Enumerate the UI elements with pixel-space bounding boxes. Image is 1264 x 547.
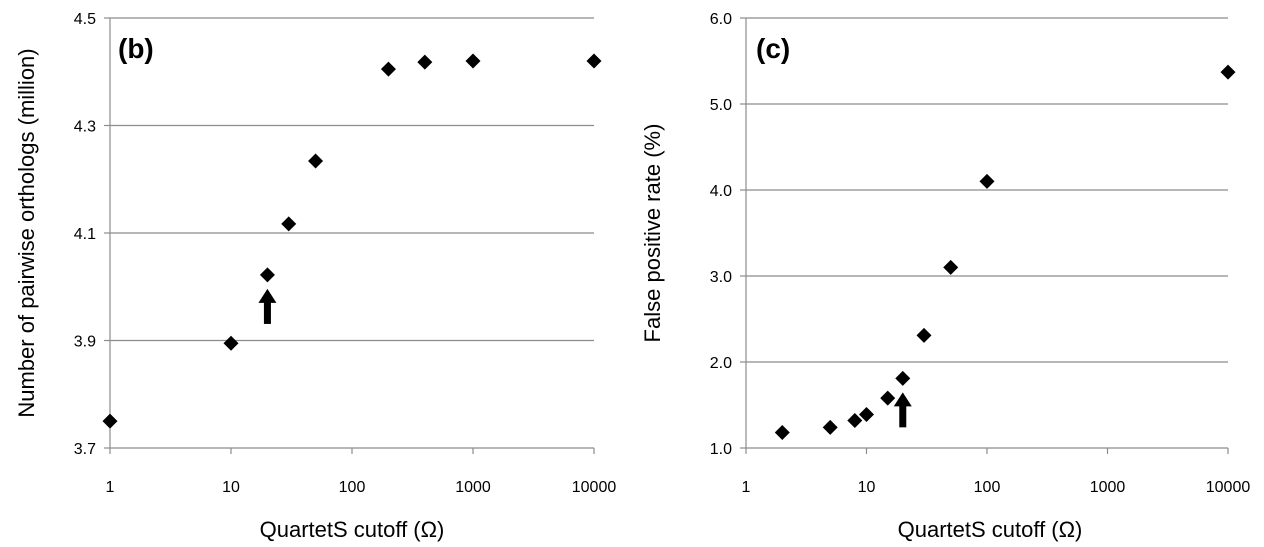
data-point	[847, 412, 863, 428]
x-axis-title: QuartetS cutoff (Ω)	[260, 517, 445, 542]
data-point	[586, 53, 602, 69]
data-point	[1220, 64, 1236, 80]
data-point	[895, 370, 911, 386]
x-tick-label: 1	[106, 479, 115, 496]
chart-panel-c: 1.0 2.0 3.0 4.0 5.0 6.0 1 10 100 1000 10000 (c) Quar…	[640, 11, 1250, 542]
data-point	[281, 216, 297, 232]
data-point	[859, 406, 874, 422]
y-tick-label: 4.0	[710, 183, 732, 200]
data-point	[380, 61, 396, 77]
y-tick-label: 3.7	[74, 441, 96, 458]
data-point	[465, 53, 481, 69]
y-tick-label: 4.1	[74, 226, 96, 243]
y-axis-title: False positive rate (%)	[640, 124, 665, 343]
y-tick-label: 4.5	[74, 11, 96, 28]
data-point	[259, 267, 275, 283]
x-tick-label: 10	[858, 479, 876, 496]
arrow-marker	[893, 392, 912, 428]
data-point	[822, 419, 838, 435]
y-tick-label: 2.0	[710, 355, 732, 372]
data-point	[417, 54, 433, 70]
data-point	[774, 425, 790, 441]
x-tick-label: 1000	[1090, 479, 1126, 496]
x-tick-label: 1	[742, 479, 751, 496]
data-point	[223, 335, 239, 351]
panel-label: (c)	[756, 33, 790, 64]
data-point	[308, 153, 324, 169]
y-tick-label: 6.0	[710, 11, 732, 28]
data-point	[880, 390, 896, 406]
x-tick-label: 10	[222, 479, 240, 496]
data-point	[102, 413, 118, 429]
x-tick-label: 100	[339, 479, 366, 496]
arrow-marker	[258, 288, 277, 324]
chart-panel-b: 3.7 3.9 4.1 4.3 4.5 1 10 100 1000 10000 (b) Quartet…	[14, 11, 616, 542]
data-point	[916, 327, 932, 343]
y-tick-label: 4.3	[74, 119, 96, 136]
x-axis-title: QuartetS cutoff (Ω)	[898, 517, 1083, 542]
y-tick-label: 5.0	[710, 97, 732, 114]
x-tick-label: 10000	[1206, 479, 1251, 496]
y-tick-label: 1.0	[710, 441, 732, 458]
x-tick-label: 100	[974, 479, 1001, 496]
x-tick-label: 1000	[455, 479, 491, 496]
x-tick-label: 10000	[572, 479, 617, 496]
data-point	[979, 173, 995, 189]
panel-label: (b)	[118, 33, 154, 64]
y-tick-label: 3.9	[74, 334, 96, 351]
y-tick-label: 3.0	[710, 269, 732, 286]
y-axis-title: Number of pairwise orthologs (million)	[14, 48, 39, 417]
data-point	[943, 259, 959, 275]
